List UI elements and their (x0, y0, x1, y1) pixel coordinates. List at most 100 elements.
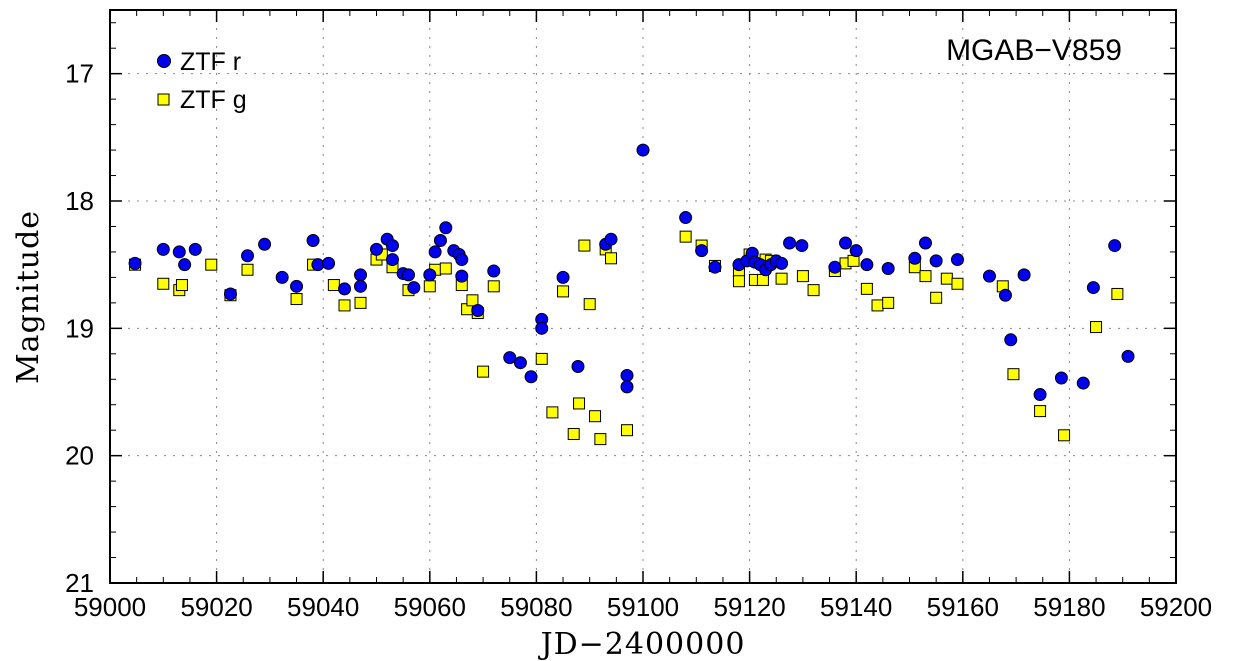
ztf-g-point (594, 433, 607, 446)
ztf-r-point (156, 242, 170, 256)
ztf-r-point (128, 256, 142, 270)
ztf-r-point (385, 253, 399, 267)
ztf-r-point (636, 143, 650, 157)
ztf-r-point (241, 249, 255, 263)
ztf-r-point (311, 258, 325, 272)
ztf-r-point (604, 232, 618, 246)
ztf-r-point (839, 236, 853, 250)
ztf-r-point (1108, 239, 1122, 253)
x-tick-label: 59180 (1033, 592, 1105, 622)
ztf-r-point (708, 260, 722, 274)
ztf-g-point (583, 298, 596, 311)
ztf-g-point (477, 365, 490, 378)
ztf-g-point (589, 410, 602, 423)
ztf-g-point (578, 239, 591, 252)
ztf-g-point (605, 252, 618, 265)
x-tick-label: 59000 (74, 592, 146, 622)
x-axis-title: JD−2400000 (538, 627, 746, 661)
ztf-g-point (882, 296, 895, 309)
ztf-r-point (1004, 333, 1018, 347)
ztf-r-point (783, 236, 797, 250)
ztf-g-point (157, 277, 170, 290)
ztf-g-point (1058, 429, 1071, 442)
x-tick-label: 59080 (500, 592, 572, 622)
ztf-r-point (428, 245, 442, 259)
grid-lines (110, 10, 1176, 583)
ztf-r-point (620, 380, 634, 394)
x-tick-label: 59120 (713, 592, 785, 622)
x-tick-label: 59100 (607, 592, 679, 622)
ztf-g-point (338, 299, 351, 312)
ztf-r-point (1086, 281, 1100, 295)
ztf-g-point (796, 270, 809, 283)
ztf-g-point (621, 424, 634, 437)
ztf-r-point (556, 270, 570, 284)
ztf-r-point (795, 239, 809, 253)
ztf-r-point (828, 260, 842, 274)
ztf-r-point (275, 270, 289, 284)
ztf-g-point (567, 428, 580, 441)
ztf-r-point (950, 253, 964, 267)
x-tick-label: 59060 (394, 592, 466, 622)
y-axis-title: Magnitude (11, 210, 46, 384)
ztf-r-point (385, 239, 399, 253)
ztf-g-point (535, 352, 548, 365)
ztf-r-point (407, 281, 421, 295)
ztf-g-series (129, 230, 1124, 446)
ztf-r-point (881, 261, 895, 275)
ztf-r-point (998, 288, 1012, 302)
ztf-r-point (860, 258, 874, 272)
ztf-g-point (940, 272, 953, 285)
ztf-r-point (223, 287, 237, 301)
ztf-r-point (535, 321, 549, 335)
ztf-g-point (919, 270, 932, 283)
ztf-r-point (1076, 376, 1090, 390)
ztf-r-series (128, 143, 1135, 402)
ztf-g-point (557, 285, 570, 298)
x-tick-label: 59040 (287, 592, 359, 622)
y-tick-label: 20 (65, 441, 94, 471)
ztf-g-point (487, 280, 500, 293)
ztf-r-point (423, 268, 437, 282)
ztf-g-point (1007, 368, 1020, 381)
ztf-g-point (466, 294, 479, 307)
ztf-r-point (455, 269, 469, 283)
ztf-g-point (871, 299, 884, 312)
ztf-r-point (918, 236, 932, 250)
x-axis-ticks: 59000 59020 59040 59060 59080 59100 59120 59140… (74, 10, 1212, 622)
ztf-r-point (471, 304, 485, 318)
ztf-r-point (1054, 371, 1068, 385)
ztf-r-point (513, 356, 527, 370)
ztf-g-point (860, 282, 873, 295)
ztf-g-point (354, 296, 367, 309)
ztf-g-point (327, 279, 340, 292)
ztf-g-point (241, 263, 254, 276)
ztf-r-point (982, 269, 996, 283)
ztf-r-point (370, 242, 383, 256)
ztf-g-point (1111, 287, 1124, 300)
ztf-r-point (620, 368, 634, 382)
ztf-g-point (423, 280, 436, 293)
ztf-g-point (290, 293, 303, 306)
ztf-r-point (178, 258, 192, 272)
ztf-g-point (679, 230, 692, 243)
ztf-r-point (401, 268, 415, 282)
ztf-r-point (679, 211, 693, 225)
ztf-r-point (188, 242, 202, 256)
legend-label-ztf-g: ZTF g (180, 86, 247, 114)
ztf-g-point (951, 277, 964, 290)
ztf-r-point (306, 233, 320, 247)
y-tick-label: 19 (65, 313, 94, 343)
ztf-g-point (205, 258, 218, 271)
ztf-r-point (354, 279, 368, 293)
ztf-r-point (571, 360, 585, 374)
y-tick-label: 21 (65, 568, 94, 598)
ztf-r-point (1121, 349, 1135, 363)
x-tick-label: 59160 (927, 592, 999, 622)
ztf-g-point (1034, 405, 1047, 418)
legend-marker-ztf-r (157, 54, 171, 68)
ztf-g-point (175, 279, 188, 292)
ztf-r-point (929, 254, 943, 268)
x-tick-label: 59020 (180, 592, 252, 622)
ztf-r-point (455, 253, 469, 267)
